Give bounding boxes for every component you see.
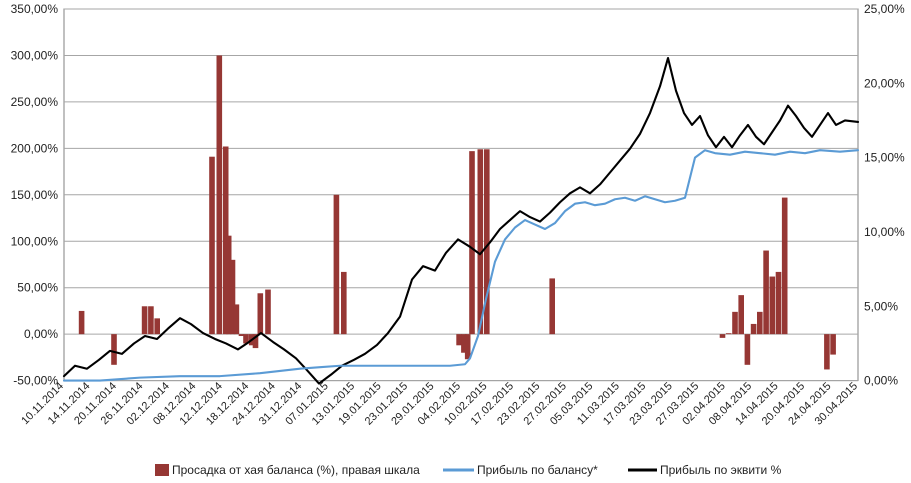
svg-text:Прибыль по эквити %: Прибыль по эквити %: [660, 463, 782, 477]
svg-text:200,00%: 200,00%: [11, 141, 59, 155]
svg-text:100,00%: 100,00%: [11, 234, 59, 248]
svg-text:15,00%: 15,00%: [864, 151, 905, 165]
svg-text:300,00%: 300,00%: [11, 48, 59, 62]
svg-text:0,00%: 0,00%: [864, 374, 898, 388]
svg-text:150,00%: 150,00%: [11, 188, 59, 202]
svg-text:20,00%: 20,00%: [864, 76, 905, 90]
svg-text:0,00%: 0,00%: [24, 327, 58, 341]
svg-text:Просадка от хая баланса (%), п: Просадка от хая баланса (%), правая шкал…: [172, 463, 420, 477]
svg-text:250,00%: 250,00%: [11, 95, 59, 109]
svg-text:10,00%: 10,00%: [864, 225, 905, 239]
svg-text:350,00%: 350,00%: [11, 2, 59, 16]
svg-text:50,00%: 50,00%: [17, 281, 58, 295]
svg-text:Прибыль по балансу*: Прибыль по балансу*: [477, 463, 598, 477]
svg-text:25,00%: 25,00%: [864, 2, 905, 16]
svg-text:5,00%: 5,00%: [864, 299, 898, 313]
